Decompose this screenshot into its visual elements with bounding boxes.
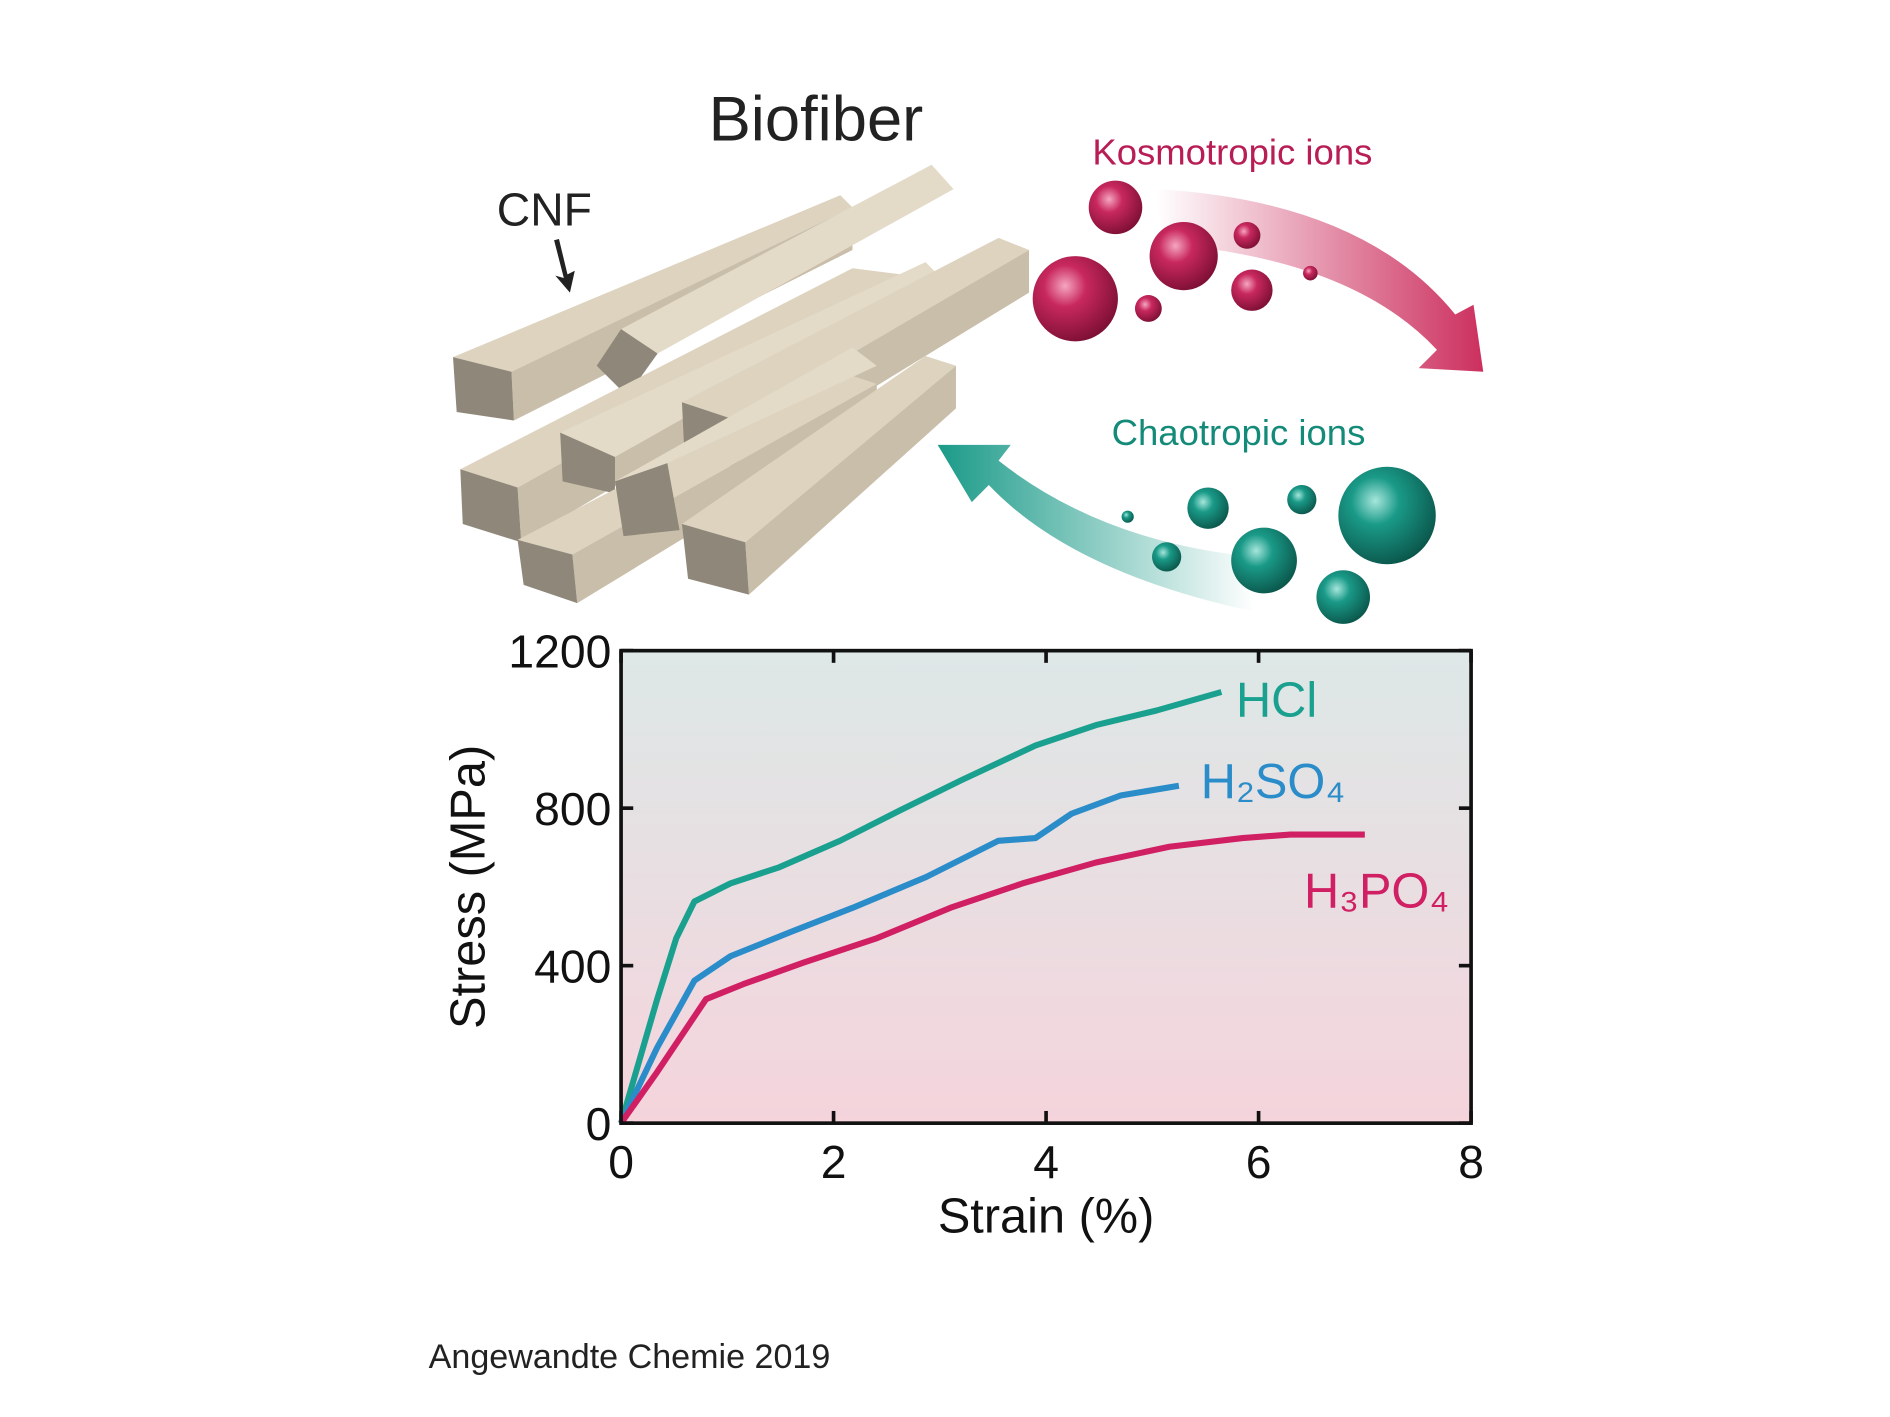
y-tick-label: 1200: [508, 626, 611, 678]
series-line: [618, 831, 1365, 1125]
fibers: [453, 164, 1030, 604]
x-tick-label: 4: [1033, 1136, 1059, 1188]
chaotropic-label: Chaotropic ions: [1112, 412, 1366, 453]
plot-frame: [619, 648, 1473, 1125]
y-tick-label: 0: [586, 1098, 612, 1150]
y-tick-label: 800: [534, 783, 611, 835]
plot: 0 2 4 6 8 0 400 800 1200 Strain (%) Stress (MPa) HC…: [442, 626, 1484, 1244]
chaotropic-arrow: [937, 444, 1255, 612]
illustration: Biofiber CNF Kosmotropic ions: [453, 84, 1484, 624]
x-tick-label: 6: [1246, 1136, 1272, 1188]
y-axis-label: Stress (MPa): [442, 745, 496, 1029]
series-line: [618, 782, 1180, 1125]
plot-background: [621, 650, 1472, 1124]
y-tick-label: 400: [534, 941, 611, 993]
series-label: HCl: [1236, 673, 1317, 727]
chaotropic-ions: [1121, 466, 1436, 624]
series-line: [618, 689, 1223, 1125]
x-axis-label: Strain (%): [938, 1190, 1155, 1244]
series-label: H₂SO₄: [1201, 755, 1345, 809]
x-tick-label: 8: [1458, 1136, 1484, 1188]
x-tick-label: 0: [608, 1136, 634, 1188]
footer: Angewandte Chemie 2019: [429, 1338, 831, 1376]
series-label: H₃PO₄: [1304, 865, 1449, 919]
x-tick-label: 2: [821, 1136, 847, 1188]
cnf-label: CNF: [497, 184, 592, 236]
kosmotropic-ions: [1032, 180, 1318, 342]
cnf-arrow: [554, 239, 575, 293]
kosmotropic-label: Kosmotropic ions: [1092, 132, 1372, 173]
illustration-title: Biofiber: [709, 84, 924, 154]
